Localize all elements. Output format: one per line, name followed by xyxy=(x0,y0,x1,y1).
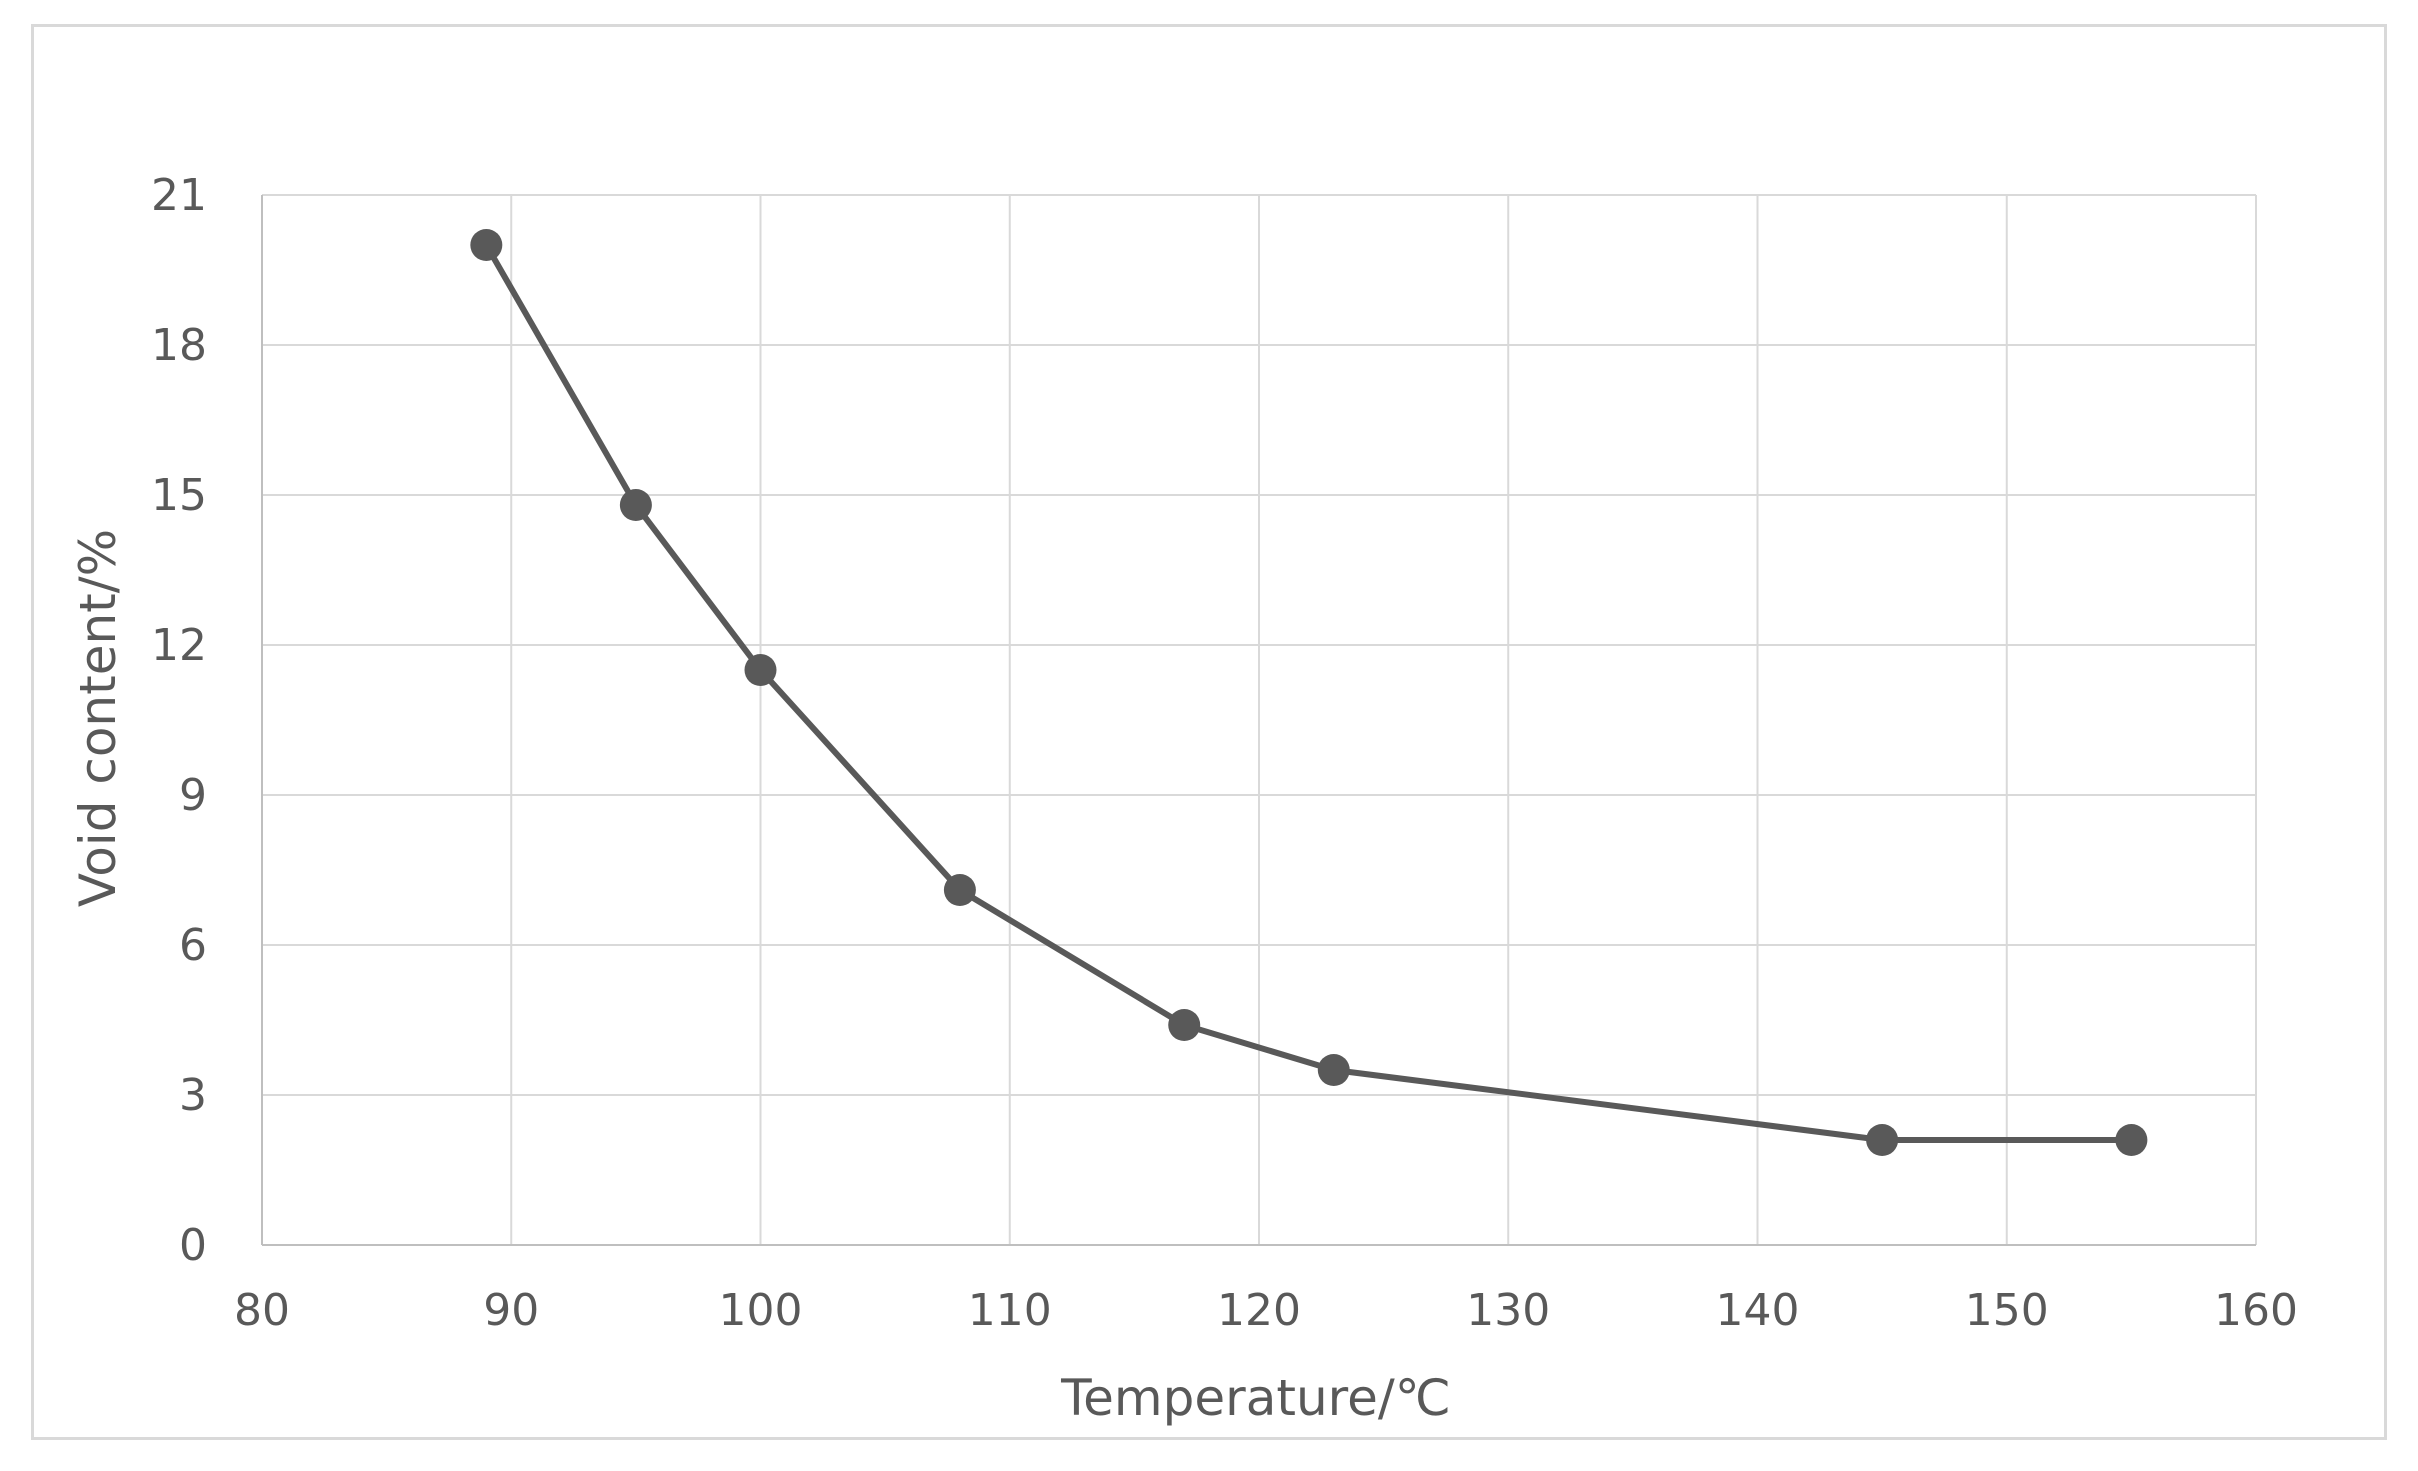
x-tick-label: 100 xyxy=(719,1285,803,1336)
chart-frame xyxy=(31,24,2387,1440)
x-tick-label: 160 xyxy=(2214,1285,2298,1336)
y-tick-label: 9 xyxy=(179,770,207,821)
data-point xyxy=(943,874,976,906)
data-point xyxy=(1168,1009,1201,1041)
x-tick-label: 110 xyxy=(968,1285,1052,1336)
data-point xyxy=(744,654,777,686)
y-tick-label: 0 xyxy=(179,1220,207,1271)
data-point xyxy=(619,489,652,521)
y-tick-label: 15 xyxy=(151,470,207,521)
grid-lines xyxy=(262,194,2257,1245)
x-tick-label: 90 xyxy=(483,1285,539,1336)
y-tick-label: 21 xyxy=(151,170,207,221)
series-line xyxy=(483,243,2132,1143)
x-tick-label: 120 xyxy=(1217,1285,1301,1336)
data-point xyxy=(1317,1054,1350,1086)
tick-labels: 80 90 100 110 120 130 140 150 160 0 3 6 9 12 15 18 21 xyxy=(151,170,2298,1336)
data-point xyxy=(2115,1124,2148,1156)
series-group xyxy=(470,229,2148,1156)
y-tick-label: 12 xyxy=(151,620,207,671)
x-tick-label: 150 xyxy=(1965,1285,2049,1336)
axes xyxy=(261,195,2256,1246)
data-point xyxy=(1866,1124,1899,1156)
y-axis-title: Void content/% xyxy=(69,529,127,907)
data-point xyxy=(470,229,503,261)
y-tick-label: 6 xyxy=(179,920,207,971)
x-axis-title: Temperature/℃ xyxy=(1060,1369,1451,1427)
x-tick-label: 130 xyxy=(1466,1285,1550,1336)
x-tick-label: 140 xyxy=(1716,1285,1800,1336)
y-tick-label: 3 xyxy=(179,1070,207,1121)
y-tick-label: 18 xyxy=(151,320,207,371)
x-tick-label: 80 xyxy=(234,1285,290,1336)
